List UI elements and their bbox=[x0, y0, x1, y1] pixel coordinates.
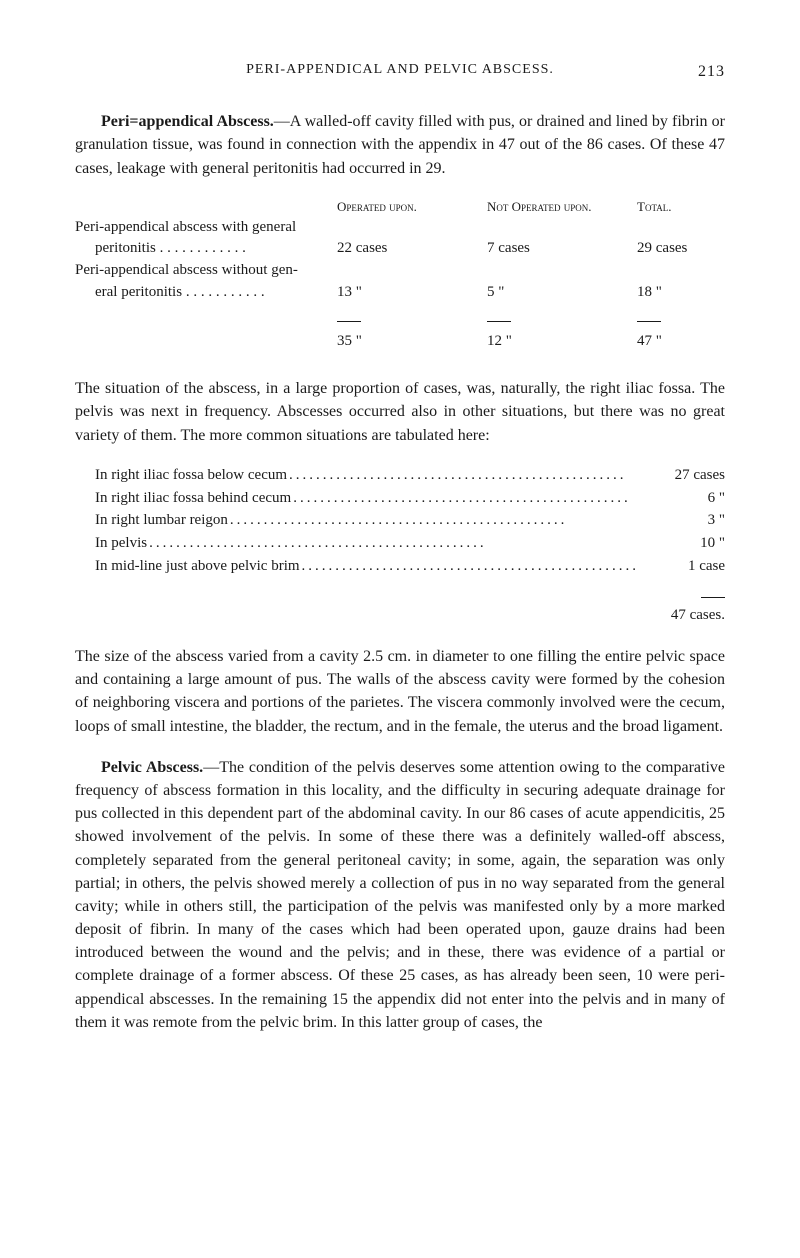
list-item: In mid-line just above pelvic brim 1 cas… bbox=[75, 556, 725, 578]
total-total: 47 " bbox=[637, 333, 662, 349]
leader-dots bbox=[149, 533, 653, 555]
leader-dots bbox=[289, 465, 653, 487]
situations-list: In right iliac fossa below cecum 27 case… bbox=[75, 465, 725, 627]
table-header-row: Operated upon. Not Operated upon. Total. bbox=[75, 198, 725, 217]
row-label: Peri-appendical abscess without gen- era… bbox=[75, 260, 337, 304]
paragraph-1: Peri=appendical Abscess.—A walled-off ca… bbox=[75, 110, 725, 180]
paragraph-4-text: —The condition of the pelvis deserves so… bbox=[75, 759, 725, 1031]
page-number: 213 bbox=[698, 60, 725, 83]
row-total: 29 cases bbox=[637, 238, 725, 260]
list-item: In right iliac fossa below cecum 27 case… bbox=[75, 465, 725, 487]
section-heading-periappendical: Peri=appendical Abscess. bbox=[101, 113, 274, 130]
row-total: 18 " bbox=[637, 282, 725, 304]
col-operated: Operated upon. bbox=[337, 198, 487, 217]
col-total: Total. bbox=[637, 198, 725, 217]
section-heading-pelvic: Pelvic Abscess. bbox=[101, 759, 203, 776]
table-row: Peri-appendical abscess without gen- era… bbox=[75, 260, 725, 304]
row-notop: 7 cases bbox=[487, 238, 637, 260]
total-notop: 12 " bbox=[487, 333, 512, 349]
row-label: Peri-appendical abscess with general per… bbox=[75, 217, 337, 261]
paragraph-2: The situation of the abscess, in a large… bbox=[75, 377, 725, 447]
list-item: In right iliac fossa behind cecum 6 " bbox=[75, 488, 725, 510]
table-total-row: 35 " 12 " 47 " bbox=[75, 310, 725, 354]
table-row: Peri-appendical abscess with general per… bbox=[75, 217, 725, 261]
operated-table: Operated upon. Not Operated upon. Total.… bbox=[75, 198, 725, 353]
list-item: In right lumbar reigon 3 " bbox=[75, 510, 725, 532]
row-op: 13 " bbox=[337, 282, 487, 304]
leader-dots bbox=[302, 556, 653, 578]
leader-dots bbox=[293, 488, 653, 510]
list-total: 47 cases. bbox=[75, 584, 725, 628]
row-op: 22 cases bbox=[337, 238, 487, 260]
page: PERI-APPENDICAL AND PELVIC ABSCESS. 213 … bbox=[0, 0, 800, 1112]
page-header: PERI-APPENDICAL AND PELVIC ABSCESS. 213 bbox=[75, 60, 725, 80]
paragraph-3: The size of the abscess varied from a ca… bbox=[75, 645, 725, 738]
leader-dots bbox=[230, 510, 653, 532]
header-title: PERI-APPENDICAL AND PELVIC ABSCESS. bbox=[246, 60, 554, 80]
total-op: 35 " bbox=[337, 333, 362, 349]
row-notop: 5 " bbox=[487, 282, 637, 304]
col-not-operated: Not Operated upon. bbox=[487, 198, 637, 217]
list-item: In pelvis 10 " bbox=[75, 533, 725, 555]
paragraph-4: Pelvic Abscess.—The condition of the pel… bbox=[75, 756, 725, 1034]
